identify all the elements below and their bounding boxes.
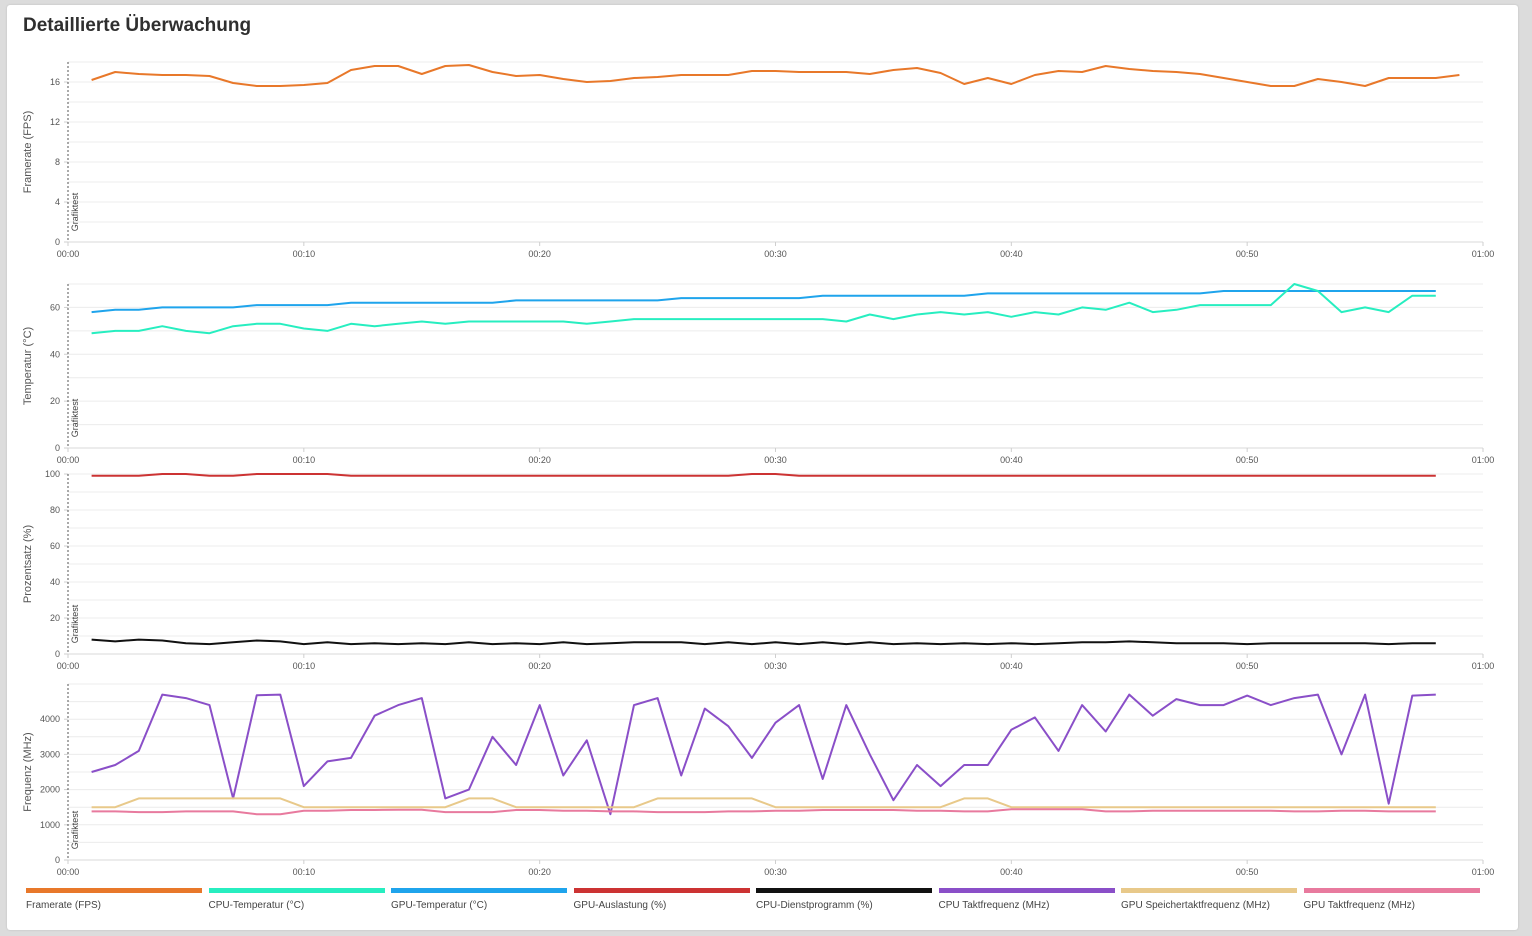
y-tick-label: 0 — [55, 855, 60, 865]
x-tick-label: 00:30 — [764, 867, 787, 877]
marker-label: Grafiktest — [70, 192, 80, 231]
y-tick-label: 0 — [55, 443, 60, 453]
y-tick-label: 0 — [55, 237, 60, 247]
y-tick-label: 60 — [50, 302, 60, 312]
x-tick-label: 00:50 — [1236, 455, 1259, 465]
marker-label: Grafiktest — [70, 398, 80, 437]
legend-item[interactable]: CPU-Temperatur (°C) — [208, 888, 385, 911]
y-tick-label: 4000 — [40, 714, 60, 724]
y-tick-label: 20 — [50, 396, 60, 406]
legend-swatch — [756, 888, 932, 893]
series-line — [91, 473, 1436, 477]
series-line — [91, 64, 1460, 87]
legend-label: GPU Taktfrequenz (MHz) — [1303, 900, 1416, 911]
x-tick-label: 00:10 — [293, 867, 316, 877]
chart-1: 00:00 00:10 00:20 00:30 00:40 00:50 01:00 0 4 8 12… — [22, 61, 1495, 259]
x-tick-label: 00:40 — [1000, 661, 1023, 671]
y-tick-label: 40 — [50, 577, 60, 587]
x-tick-label: 00:30 — [764, 455, 787, 465]
x-tick-label: 00:20 — [528, 661, 551, 671]
chart-2: 00:00 00:10 00:20 00:30 00:40 00:50 01:00 0 20 40… — [22, 283, 1495, 465]
x-tick-label: 00:50 — [1236, 249, 1259, 259]
y-tick-label: 8 — [55, 157, 60, 167]
x-tick-label: 00:50 — [1236, 867, 1259, 877]
series-line — [91, 797, 1436, 809]
y-tick-label: 12 — [50, 117, 60, 127]
y-tick-label: 60 — [50, 541, 60, 551]
y-tick-label: 4 — [55, 197, 60, 207]
series-line — [91, 808, 1436, 816]
marker-label: Grafiktest — [70, 810, 80, 849]
y-tick-label: 2000 — [40, 785, 60, 795]
series-line — [91, 290, 1436, 314]
x-tick-label: 01:00 — [1472, 455, 1495, 465]
y-tick-label: 1000 — [40, 820, 60, 830]
y-tick-label: 80 — [50, 505, 60, 515]
series-line — [91, 693, 1436, 816]
x-tick-label: 00:10 — [293, 661, 316, 671]
y-axis-label: Framerate (FPS) — [22, 111, 34, 194]
legend-item[interactable]: GPU-Auslastung (%) — [573, 888, 750, 911]
x-tick-label: 00:20 — [528, 867, 551, 877]
legend-item[interactable]: CPU-Dienstprogramm (%) — [756, 888, 932, 911]
legend-swatch — [1303, 888, 1480, 893]
legend-label: GPU-Temperatur (°C) — [391, 900, 488, 911]
page-title: Detaillierte Überwachung — [23, 15, 252, 36]
x-tick-label: 00:00 — [57, 867, 80, 877]
legend-label: Framerate (FPS) — [26, 900, 102, 911]
marker-label: Grafiktest — [70, 604, 80, 643]
x-tick-label: 00:20 — [528, 249, 551, 259]
x-tick-label: 00:40 — [1000, 455, 1023, 465]
y-tick-label: 100 — [45, 469, 60, 479]
y-axis-label: Prozentsatz (%) — [22, 525, 34, 603]
series-line — [91, 283, 1436, 335]
legend-swatch — [573, 888, 750, 893]
y-tick-label: 40 — [50, 349, 60, 359]
legend-label: CPU Taktfrequenz (MHz) — [938, 900, 1050, 911]
x-tick-label: 01:00 — [1472, 661, 1495, 671]
y-tick-label: 20 — [50, 613, 60, 623]
x-tick-label: 00:30 — [764, 661, 787, 671]
y-axis-label: Temperatur (°C) — [22, 327, 34, 405]
x-tick-label: 00:10 — [293, 455, 316, 465]
y-tick-label: 0 — [55, 649, 60, 659]
legend-swatch — [391, 888, 567, 893]
x-tick-label: 01:00 — [1472, 249, 1495, 259]
y-tick-label: 16 — [50, 77, 60, 87]
legend-swatch — [938, 888, 1115, 893]
legend-label: GPU-Auslastung (%) — [573, 900, 667, 911]
monitoring-panel: Detaillierte Überwachung — [7, 5, 1518, 930]
legend-item[interactable]: Framerate (FPS) — [26, 888, 202, 911]
series-line — [91, 638, 1436, 646]
legend: Framerate (FPS) CPU-Temperatur (°C) GPU-Te… — [26, 888, 1492, 918]
x-tick-label: 00:00 — [57, 661, 80, 671]
x-tick-label: 00:20 — [528, 455, 551, 465]
y-axis-label: Frequenz (MHz) — [22, 732, 34, 811]
x-tick-label: 00:40 — [1000, 249, 1023, 259]
x-tick-label: 00:10 — [293, 249, 316, 259]
x-tick-label: 00:00 — [57, 249, 80, 259]
x-tick-label: 00:00 — [57, 455, 80, 465]
legend-item[interactable]: CPU Taktfrequenz (MHz) — [938, 888, 1115, 911]
chart-4: 00:00 00:10 00:20 00:30 00:40 00:50 01:00 0 1000… — [22, 683, 1495, 877]
x-tick-label: 00:50 — [1236, 661, 1259, 671]
legend-item[interactable]: GPU-Temperatur (°C) — [391, 888, 567, 911]
x-tick-label: 00:40 — [1000, 867, 1023, 877]
chart-3: 00:00 00:10 00:20 00:30 00:40 00:50 01:00 0 20 40… — [22, 469, 1494, 671]
x-tick-label: 01:00 — [1472, 867, 1495, 877]
legend-item[interactable]: GPU Speichertaktfrequenz (MHz) — [1121, 888, 1297, 911]
legend-swatch — [1121, 888, 1297, 893]
y-tick-label: 3000 — [40, 749, 60, 759]
x-tick-label: 00:30 — [764, 249, 787, 259]
legend-item[interactable]: GPU Taktfrequenz (MHz) — [1303, 888, 1480, 911]
legend-label: CPU-Dienstprogramm (%) — [756, 900, 873, 911]
legend-swatch — [26, 888, 202, 893]
legend-label: CPU-Temperatur (°C) — [208, 900, 305, 911]
legend-swatch — [208, 888, 385, 893]
legend-label: GPU Speichertaktfrequenz (MHz) — [1121, 900, 1270, 911]
